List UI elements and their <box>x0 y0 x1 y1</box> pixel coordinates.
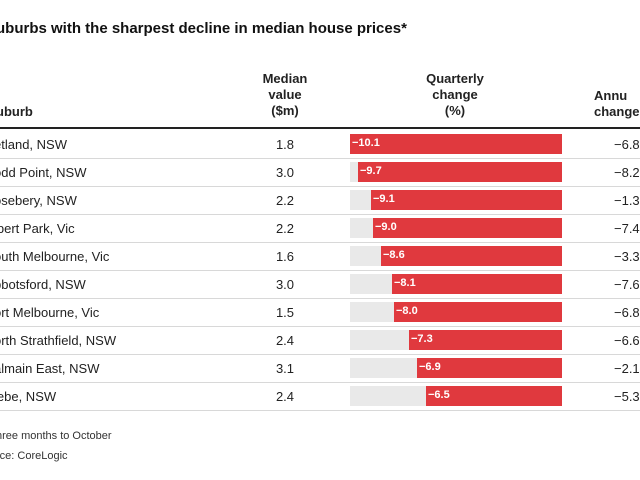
table-row: orth Strathfield, NSW 2.4 −7.3 −6.6 <box>0 327 640 355</box>
annual-change-value: −6.8 <box>614 305 640 320</box>
header-median-line-2: value <box>268 87 302 102</box>
header-divider <box>0 127 640 129</box>
chart-title: uburbs with the sharpest decline in medi… <box>0 20 407 37</box>
bar-track: −7.3 <box>350 330 562 350</box>
annual-change-value: −7.6 <box>614 277 640 292</box>
annual-change-value: −1.3 <box>614 193 640 208</box>
footnote: hree months to October <box>0 430 112 442</box>
header-quarterly-line-1: Quarterly <box>426 71 484 86</box>
suburb-name: lebe, NSW <box>0 389 57 404</box>
bar-track: −9.0 <box>350 218 562 238</box>
annual-change-value: −6.6 <box>614 333 640 348</box>
header-quarterly-change: Quarterly change (%) <box>400 71 510 119</box>
quarterly-change-bar: −9.0 <box>373 218 562 238</box>
header-annual-line-2: change <box>594 104 640 119</box>
bar-value-label: −8.1 <box>394 277 416 289</box>
median-value: 1.5 <box>275 305 295 320</box>
annual-change-value: −5.3 <box>614 389 640 404</box>
table-row: bbotsford, NSW 3.0 −8.1 −7.6 <box>0 271 640 299</box>
bar-value-label: −9.7 <box>360 165 382 177</box>
median-value: 2.4 <box>275 333 295 348</box>
bar-value-label: −7.3 <box>411 333 433 345</box>
header-median-line-3: ($m) <box>271 103 299 118</box>
quarterly-change-bar: −6.9 <box>417 358 562 378</box>
bar-track: −9.7 <box>350 162 562 182</box>
bar-track: −9.1 <box>350 190 562 210</box>
annual-change-value: −2.1 <box>614 361 640 376</box>
header-annual-change: Annu change <box>594 88 640 120</box>
suburb-name: outh Melbourne, Vic <box>0 249 110 264</box>
header-quarterly-line-2: change <box>432 87 478 102</box>
bar-track: −10.1 <box>350 134 562 154</box>
suburb-name: lbert Park, Vic <box>0 221 75 236</box>
table-row: outh Melbourne, Vic 1.6 −8.6 −3.3 <box>0 243 640 271</box>
median-value: 3.0 <box>275 277 295 292</box>
bar-value-label: −6.9 <box>419 361 441 373</box>
table-row: almain East, NSW 3.1 −6.9 −2.1 <box>0 355 640 383</box>
suburb-name: almain East, NSW <box>0 361 100 376</box>
header-suburb: uburb <box>0 104 33 119</box>
bar-value-label: −8.0 <box>396 305 418 317</box>
bar-track: −8.1 <box>350 274 562 294</box>
median-value: 2.4 <box>275 389 295 404</box>
bar-value-label: −9.0 <box>375 221 397 233</box>
bar-track: −6.5 <box>350 386 562 406</box>
suburb-name: osebery, NSW <box>0 193 77 208</box>
source-note: rce: CoreLogic <box>0 450 68 462</box>
suburb-name: bbotsford, NSW <box>0 277 86 292</box>
suburb-name: etland, NSW <box>0 137 67 152</box>
header-annual-line-1: Annu <box>594 88 628 103</box>
bar-track: −6.9 <box>350 358 562 378</box>
median-value: 3.0 <box>275 165 295 180</box>
data-table: etland, NSW 1.8 −10.1 −6.8 odd Point, NSW 3.0… <box>0 131 640 411</box>
median-value: 1.6 <box>275 249 295 264</box>
table-row: odd Point, NSW 3.0 −9.7 −8.2 <box>0 159 640 187</box>
annual-change-value: −8.2 <box>614 165 640 180</box>
quarterly-change-bar: −7.3 <box>409 330 562 350</box>
median-value: 2.2 <box>275 193 295 208</box>
table-row: lebe, NSW 2.4 −6.5 −5.3 <box>0 383 640 411</box>
quarterly-change-bar: −9.7 <box>358 162 562 182</box>
quarterly-change-bar: −8.0 <box>394 302 562 322</box>
suburb-name: odd Point, NSW <box>0 165 87 180</box>
bar-value-label: −9.1 <box>373 193 395 205</box>
suburb-name: ort Melbourne, Vic <box>0 305 100 320</box>
header-median-value: Median value ($m) <box>250 71 320 119</box>
median-value: 2.2 <box>275 221 295 236</box>
table-row: osebery, NSW 2.2 −9.1 −1.3 <box>0 187 640 215</box>
header-median-line-1: Median <box>262 71 308 86</box>
annual-change-value: −6.8 <box>614 137 640 152</box>
bar-track: −8.0 <box>350 302 562 322</box>
annual-change-value: −3.3 <box>614 249 640 264</box>
median-value: 3.1 <box>275 361 295 376</box>
median-value: 1.8 <box>275 137 295 152</box>
suburb-name: orth Strathfield, NSW <box>0 333 117 348</box>
annual-change-value: −7.4 <box>614 221 640 236</box>
header-quarterly-line-3: (%) <box>444 103 466 118</box>
quarterly-change-bar: −9.1 <box>371 190 562 210</box>
table-row: lbert Park, Vic 2.2 −9.0 −7.4 <box>0 215 640 243</box>
quarterly-change-bar: −8.1 <box>392 274 562 294</box>
quarterly-change-bar: −6.5 <box>426 386 562 406</box>
bar-track: −8.6 <box>350 246 562 266</box>
table-row: etland, NSW 1.8 −10.1 −6.8 <box>0 131 640 159</box>
bar-value-label: −6.5 <box>428 389 450 401</box>
bar-value-label: −10.1 <box>352 137 380 149</box>
quarterly-change-bar: −8.6 <box>381 246 562 266</box>
bar-value-label: −8.6 <box>383 249 405 261</box>
table-row: ort Melbourne, Vic 1.5 −8.0 −6.8 <box>0 299 640 327</box>
quarterly-change-bar: −10.1 <box>350 134 562 154</box>
